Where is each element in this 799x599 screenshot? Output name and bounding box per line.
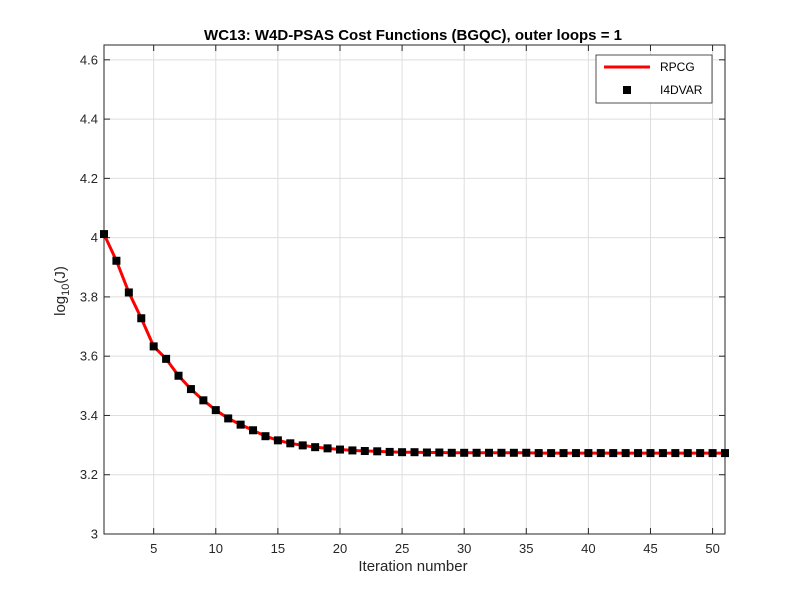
series-layer [100, 230, 729, 458]
data-point-i4dvar [497, 448, 506, 457]
data-point-i4dvar [708, 449, 717, 458]
data-point-i4dvar [224, 414, 233, 423]
data-point-i4dvar [398, 448, 407, 457]
data-point-i4dvar [596, 449, 605, 458]
data-point-i4dvar [112, 256, 121, 265]
data-point-i4dvar [360, 447, 369, 456]
data-point-i4dvar [298, 441, 307, 450]
y-tick-label: 3 [91, 527, 98, 542]
data-point-i4dvar [422, 448, 431, 457]
x-tick-label: 30 [457, 541, 471, 556]
data-point-i4dvar [137, 314, 146, 323]
data-point-i4dvar [559, 449, 568, 458]
x-tick-label: 15 [271, 541, 285, 556]
y-axis-label-subscript: 10 [60, 284, 72, 296]
data-point-i4dvar [199, 396, 208, 405]
data-point-i4dvar [100, 230, 108, 239]
y-tick-label: 3.6 [80, 349, 98, 364]
y-tick-label: 3.2 [80, 467, 98, 482]
data-point-i4dvar [335, 445, 344, 454]
data-point-i4dvar [658, 449, 667, 458]
data-point-i4dvar [447, 448, 456, 457]
data-point-i4dvar [485, 448, 494, 457]
data-point-i4dvar [571, 449, 580, 458]
data-point-i4dvar [683, 449, 692, 458]
x-tick-label: 20 [333, 541, 347, 556]
data-point-i4dvar [286, 439, 295, 448]
data-point-i4dvar [211, 406, 220, 415]
data-point-i4dvar [696, 449, 705, 458]
data-point-i4dvar [149, 342, 158, 351]
y-axis-label: log10(J) [52, 266, 72, 316]
data-point-i4dvar [236, 420, 245, 429]
data-point-i4dvar [273, 436, 282, 445]
data-point-i4dvar [534, 449, 543, 458]
chart-title: WC13: W4D-PSAS Cost Functions (BGQC), ou… [204, 27, 622, 44]
x-tick-label: 25 [395, 541, 409, 556]
y-axis-label-rest: (J) [52, 266, 69, 284]
data-point-i4dvar [646, 449, 655, 458]
data-point-i4dvar [509, 448, 518, 457]
data-point-i4dvar [671, 449, 680, 458]
data-point-i4dvar [522, 448, 531, 457]
legend-label-rpcg: RPCG [660, 60, 695, 74]
data-point-i4dvar [373, 447, 382, 456]
data-point-i4dvar [249, 426, 258, 435]
data-point-i4dvar [621, 449, 630, 458]
x-tick-label: 40 [581, 541, 595, 556]
data-point-i4dvar [385, 447, 394, 456]
y-tick-label: 4.6 [80, 52, 98, 67]
x-tick-label: 35 [519, 541, 533, 556]
x-tick-label: 45 [643, 541, 657, 556]
ticks: 5 10 15 20 25 30 35 40 45 50 3 3.2 3.4 3.6 3.8 4 4.2 4.4 4… [80, 45, 725, 556]
data-point-i4dvar [124, 288, 133, 297]
y-tick-label: 3.8 [80, 289, 98, 304]
x-tick-label: 5 [150, 541, 157, 556]
plot-frame [103, 44, 726, 535]
data-point-i4dvar [435, 448, 444, 457]
y-tick-label: 4 [91, 230, 98, 245]
data-point-i4dvar [174, 371, 183, 380]
legend: RPCG I4DVAR [595, 54, 713, 104]
y-tick-label: 4.2 [80, 171, 98, 186]
data-point-i4dvar [460, 448, 469, 457]
y-tick-label: 3.4 [80, 408, 98, 423]
plot-area [104, 45, 725, 534]
data-point-i4dvar [634, 449, 643, 458]
x-axis-label: Iteration number [358, 558, 467, 575]
data-point-i4dvar [584, 449, 593, 458]
data-point-i4dvar [721, 449, 729, 458]
x-tick-label: 10 [209, 541, 223, 556]
legend-box [595, 54, 713, 104]
x-tick-label: 50 [705, 541, 719, 556]
data-point-i4dvar [472, 448, 481, 457]
data-point-i4dvar [348, 446, 357, 455]
y-tick-label: 4.4 [80, 112, 98, 127]
data-point-i4dvar [410, 448, 419, 457]
data-point-i4dvar [609, 449, 618, 458]
legend-swatch-i4dvar [623, 86, 631, 94]
data-point-i4dvar [547, 449, 556, 458]
legend-label-i4dvar: I4DVAR [660, 83, 703, 97]
data-point-i4dvar [311, 443, 320, 452]
y-axis-label-base: log [52, 296, 69, 316]
data-point-i4dvar [162, 354, 171, 363]
data-point-i4dvar [323, 444, 332, 453]
data-point-i4dvar [186, 385, 195, 394]
data-point-i4dvar [261, 432, 270, 441]
